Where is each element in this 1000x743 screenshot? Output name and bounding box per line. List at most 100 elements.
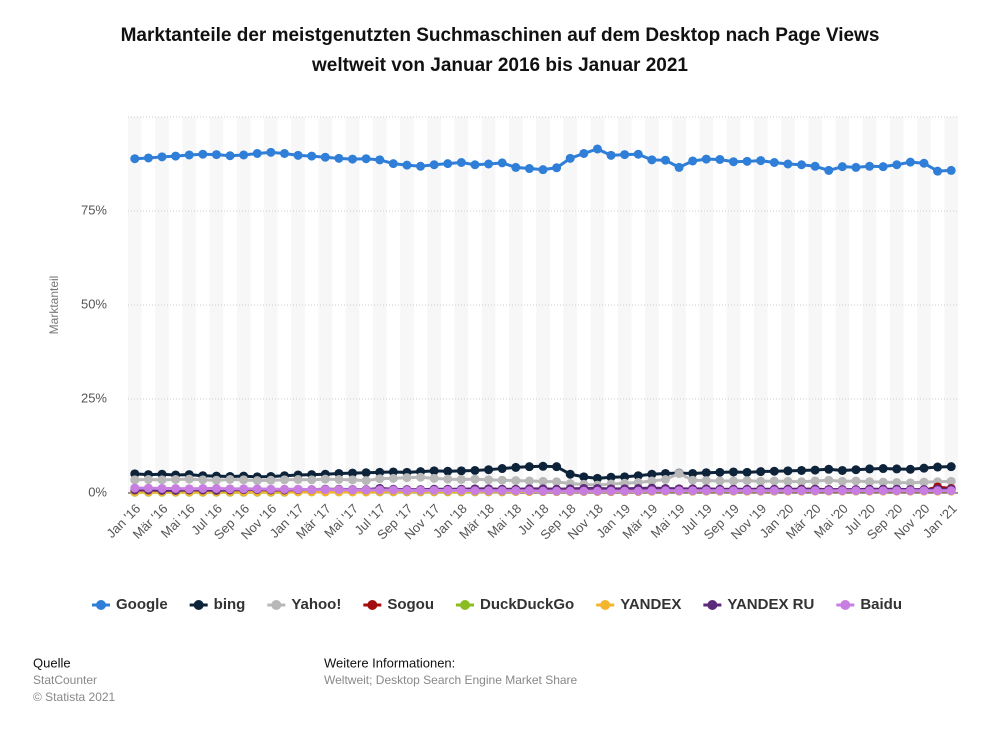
data-point (157, 475, 167, 485)
band (182, 117, 197, 493)
data-point (279, 148, 289, 158)
data-point (252, 476, 262, 486)
legend-label: YANDEX (620, 596, 681, 613)
data-point (728, 486, 738, 496)
data-point (361, 468, 371, 478)
data-point (878, 464, 888, 474)
data-point (851, 476, 861, 486)
band (590, 117, 605, 493)
data-point (728, 476, 738, 486)
data-point (429, 160, 439, 170)
data-point (851, 465, 861, 475)
data-point (484, 486, 494, 496)
data-point (865, 477, 875, 487)
data-point (742, 486, 752, 496)
data-point (742, 156, 752, 166)
data-point (334, 153, 344, 163)
data-point (307, 485, 317, 495)
data-point (647, 469, 657, 479)
data-point (933, 486, 943, 496)
data-point (157, 152, 167, 162)
data-point (484, 475, 494, 485)
band (209, 117, 224, 493)
data-point (552, 462, 562, 472)
data-point (225, 484, 235, 494)
data-point (334, 474, 344, 484)
data-point (198, 149, 208, 159)
data-point (456, 474, 466, 484)
data-point (171, 483, 181, 493)
data-point (402, 485, 412, 495)
data-point (171, 151, 181, 161)
data-point (552, 163, 562, 173)
legend-marker (600, 600, 611, 610)
data-point (252, 484, 262, 494)
data-point (865, 161, 875, 171)
data-point (130, 483, 140, 493)
data-point (742, 476, 752, 486)
data-point (538, 476, 548, 486)
data-point (620, 150, 630, 160)
data-point (810, 465, 820, 475)
data-point (946, 462, 956, 472)
data-point (470, 474, 480, 484)
data-point (783, 486, 793, 496)
data-point (878, 477, 888, 487)
data-point (647, 155, 657, 165)
data-point (606, 472, 616, 482)
data-point (143, 483, 153, 493)
data-point (225, 474, 235, 484)
data-point (429, 466, 439, 476)
data-point (538, 461, 548, 471)
data-point (320, 152, 330, 162)
data-point (783, 466, 793, 476)
band (617, 117, 632, 493)
data-point (865, 464, 875, 474)
y-tick-label: 50% (81, 296, 107, 311)
data-point (769, 466, 779, 476)
data-point (892, 160, 902, 170)
y-tick-label: 0% (88, 484, 107, 499)
legend-marker (707, 600, 718, 610)
data-point (688, 468, 698, 478)
data-point (688, 475, 698, 485)
data-point (266, 147, 276, 157)
data-point (620, 486, 630, 496)
data-point (497, 486, 507, 496)
data-point (810, 161, 820, 171)
data-point (769, 476, 779, 486)
data-point (824, 475, 834, 485)
data-point (429, 485, 439, 495)
data-point (892, 477, 902, 487)
data-point (402, 473, 412, 483)
data-point (484, 159, 494, 169)
data-point (674, 486, 684, 496)
data-point (892, 464, 902, 474)
data-point (715, 476, 725, 486)
data-point (756, 467, 766, 477)
data-point (946, 486, 956, 496)
data-point (797, 160, 807, 170)
data-point (633, 471, 643, 481)
data-point (905, 464, 915, 474)
data-point (851, 162, 861, 172)
data-point (701, 468, 711, 478)
data-point (429, 473, 439, 483)
data-point (443, 485, 453, 495)
data-point (470, 160, 480, 170)
data-point (905, 157, 915, 167)
data-point (933, 166, 943, 176)
data-point (905, 478, 915, 488)
data-point (307, 151, 317, 161)
data-point (865, 486, 875, 496)
data-point (130, 154, 140, 164)
data-point (279, 484, 289, 494)
data-point (320, 474, 330, 484)
copyright: © Statista 2021 (33, 690, 116, 704)
data-point (552, 486, 562, 496)
legend: Google bing Yahoo! Sogou DuckDuckGo YANDEX YAN… (92, 596, 902, 613)
data-point (497, 464, 507, 474)
data-point (375, 467, 385, 477)
data-point (416, 472, 426, 482)
